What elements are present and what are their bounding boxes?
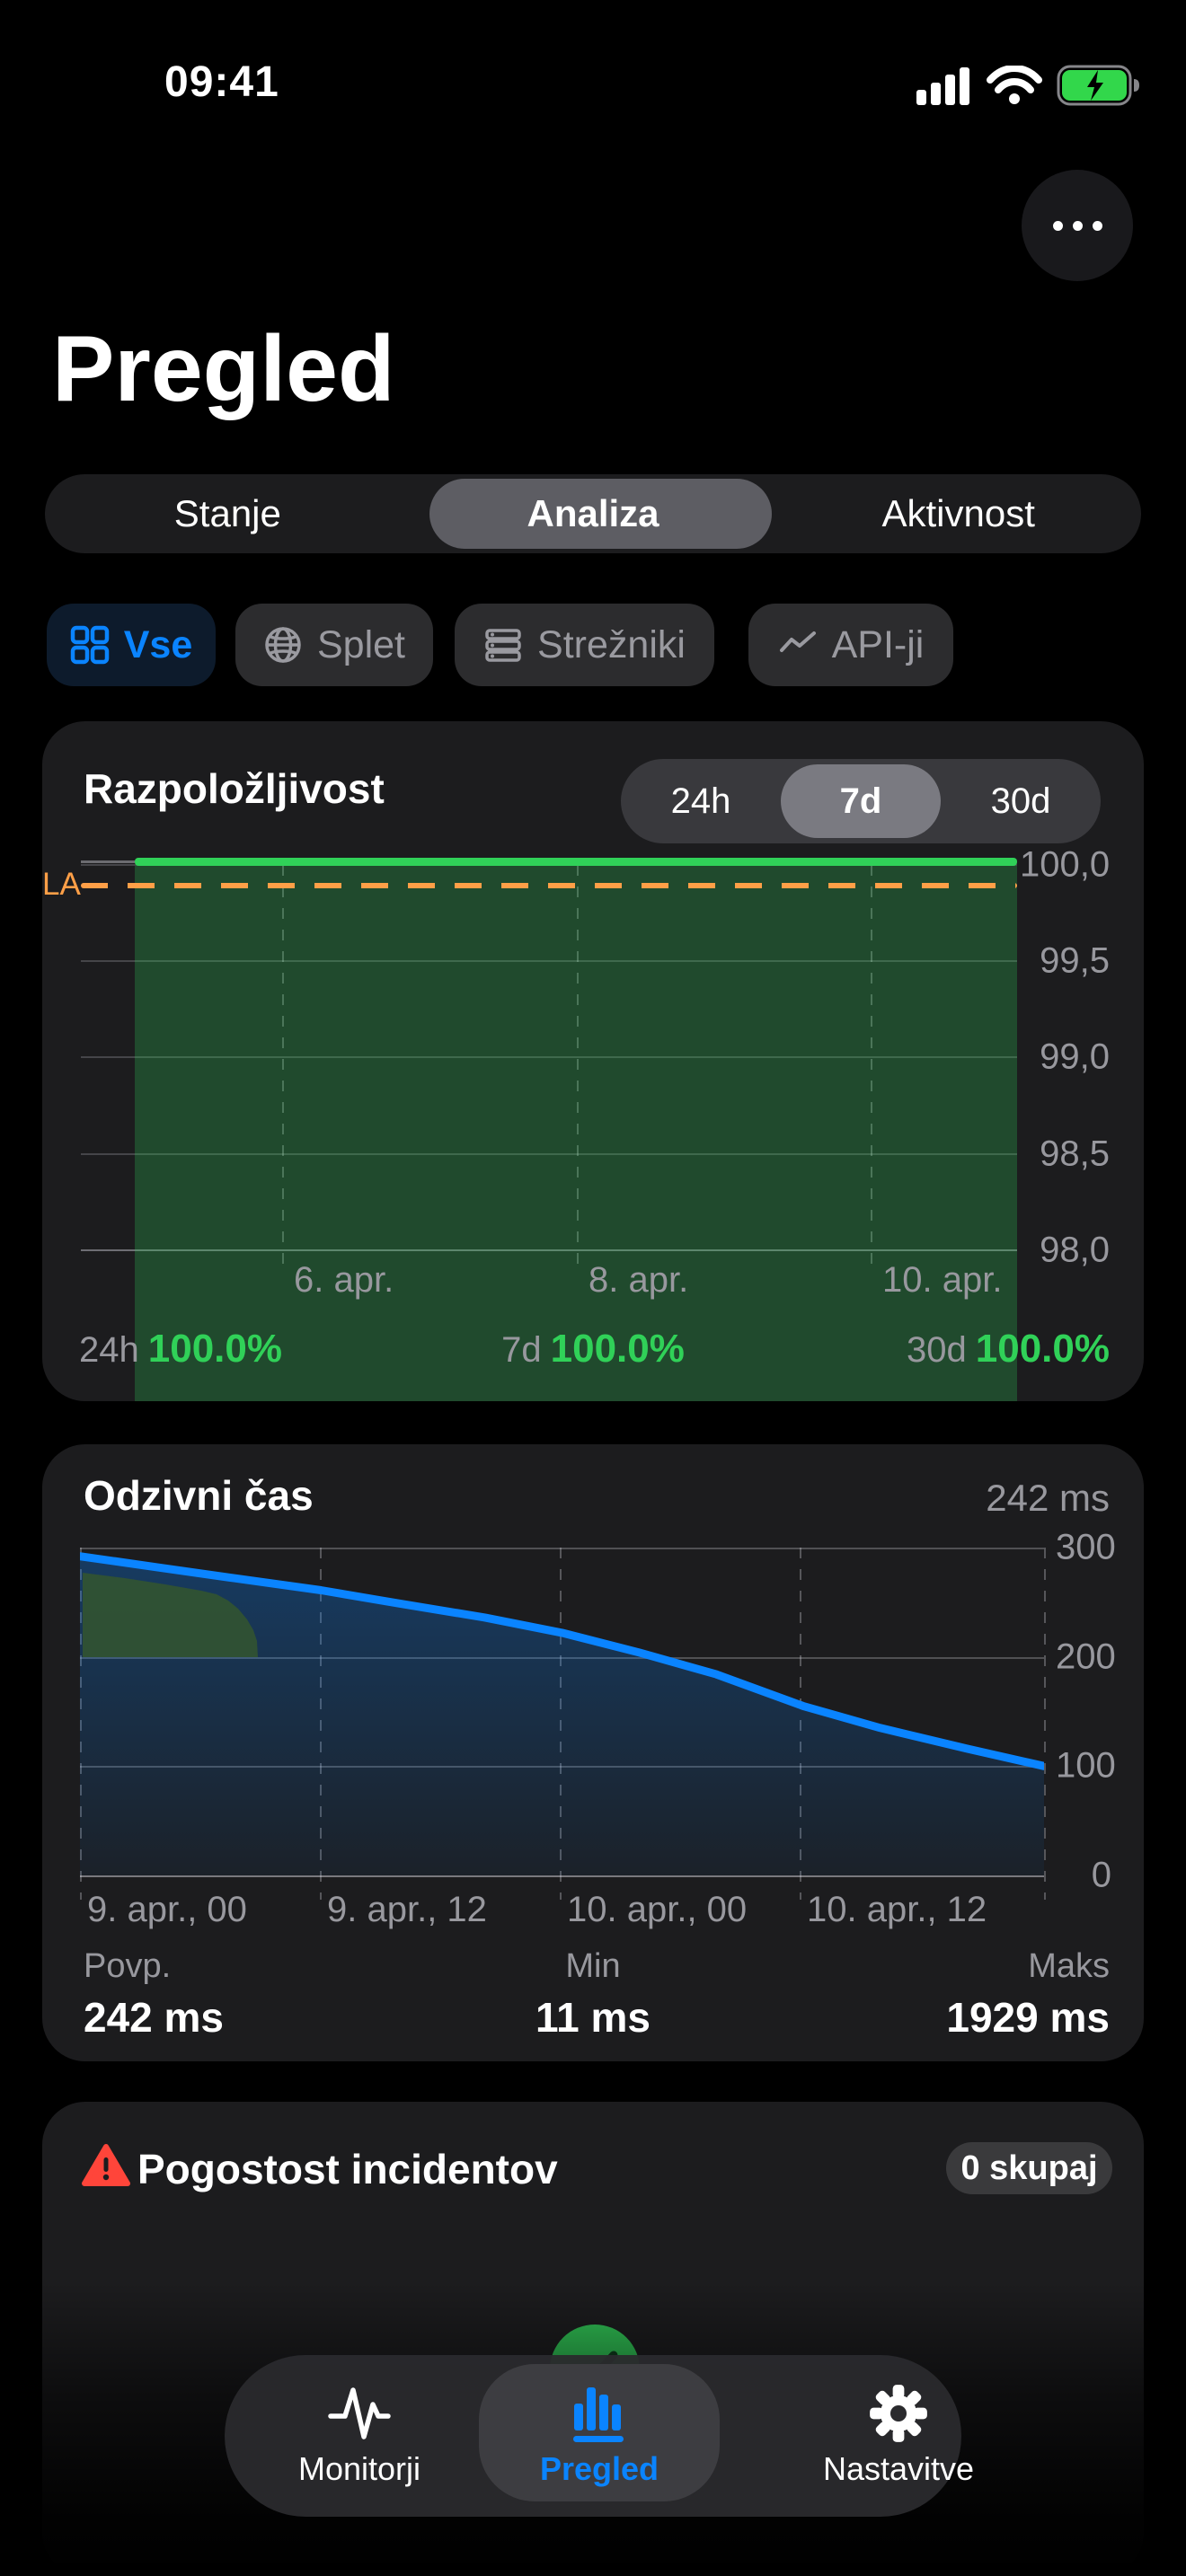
- stat-avg: Povp. 242 ms: [84, 1947, 225, 2041]
- response-area: [80, 1556, 1044, 1875]
- r-y-tick: 100: [1056, 1745, 1116, 1786]
- uptime-line-leading-stub: [81, 860, 135, 863]
- more-button[interactable]: [1022, 170, 1133, 281]
- gridline-99-0: [81, 1056, 1017, 1058]
- tab-analiza[interactable]: Analiza: [527, 492, 659, 534]
- filter-chip-strezniki[interactable]: Strežniki: [455, 604, 714, 686]
- tab-bar: Monitorji Pregled: [225, 2355, 974, 2517]
- status-time: 09:41: [164, 58, 279, 106]
- r-y-tick: 300: [1056, 1527, 1116, 1567]
- gridline-98-5: [81, 1153, 1017, 1155]
- response-green-artifact: [83, 1573, 258, 1657]
- sla-dashed-line: [81, 883, 1017, 888]
- incidents-title: Pogostost incidentov: [137, 2146, 558, 2192]
- incidents-total-badge: 0 skupaj: [946, 2142, 1112, 2194]
- availability-card: Razpoložljivost 24h 7d 30d LA 100,0 99,5…: [42, 721, 1144, 1401]
- rvgrid-5: [1044, 1548, 1046, 1900]
- battery-charging-icon: [1057, 65, 1141, 110]
- availability-title: Razpoložljivost: [84, 765, 385, 812]
- pulse-icon: [261, 2355, 458, 2445]
- tab-label: Monitorji: [297, 2450, 421, 2487]
- tab-stanje[interactable]: Stanje: [173, 492, 281, 534]
- tab-nastavitve[interactable]: Nastavitve: [800, 2355, 997, 2517]
- filter-chip-label: Vse: [123, 622, 193, 666]
- segment-selected-pill: [429, 479, 772, 549]
- vgrid-8apr: [577, 865, 579, 1269]
- server-icon: [483, 625, 523, 665]
- range-24h[interactable]: 24h: [670, 781, 731, 821]
- r-y-tick: 200: [1056, 1636, 1116, 1677]
- zigzag-icon: [778, 625, 818, 665]
- r-y-tick: 0: [1091, 1855, 1111, 1895]
- r-x-tick: 9. apr., 00: [87, 1890, 247, 1929]
- page-title: Pregled: [52, 317, 395, 421]
- x-tick: 8. apr.: [589, 1260, 689, 1300]
- gridline-98-0: [81, 1249, 1017, 1251]
- status-icons: [916, 64, 1141, 110]
- r-x-tick: 9. apr., 12: [327, 1890, 487, 1929]
- sla-label: LA: [42, 867, 81, 902]
- filter-chip-apiji[interactable]: API-ji: [748, 604, 953, 686]
- grid-icon: [70, 625, 110, 665]
- tab-pregled[interactable]: Pregled: [500, 2355, 698, 2517]
- wifi-icon: [987, 64, 1042, 110]
- gear-icon: [800, 2355, 997, 2445]
- filter-chip-vse[interactable]: Vse: [47, 604, 216, 686]
- y-tick: 98,0: [1040, 1230, 1110, 1270]
- uptime-summary-30d: 30d 100.0%: [907, 1327, 1110, 1371]
- filter-chip-label: Strežniki: [537, 622, 686, 666]
- response-time-card: Odzivni čas 242 ms 300 200 100: [42, 1444, 1144, 2061]
- warning-triangle-icon: [82, 2143, 130, 2192]
- filter-chip-label: API-ji: [831, 622, 925, 666]
- y-tick: 100,0: [1020, 844, 1111, 885]
- x-tick: 6. apr.: [294, 1260, 394, 1300]
- gridline-99-5: [81, 960, 1017, 962]
- tab-aktivnost[interactable]: Aktivnost: [881, 492, 1035, 534]
- rgrid-300: [80, 1548, 1044, 1549]
- tab-label: Nastavitve: [822, 2450, 975, 2487]
- x-tick: 10. apr.: [882, 1260, 1003, 1300]
- response-current-value: 242 ms: [986, 1477, 1110, 1519]
- r-x-tick: 10. apr., 12: [807, 1890, 987, 1929]
- ellipsis-icon: [1052, 220, 1063, 231]
- y-tick: 99,5: [1040, 940, 1110, 981]
- view-segmented-control: Stanje Analiza Aktivnost: [45, 474, 1141, 553]
- y-tick: 98,5: [1040, 1134, 1110, 1174]
- response-line: [80, 1552, 1044, 1770]
- response-title: Odzivni čas: [84, 1472, 314, 1519]
- tab-monitorji[interactable]: Monitorji: [261, 2355, 458, 2517]
- vgrid-10apr: [871, 865, 872, 1269]
- response-line-svg: [80, 1552, 1044, 1875]
- filter-chip-label: Splet: [316, 622, 405, 666]
- y-tick: 99,0: [1040, 1037, 1110, 1077]
- bar-chart-icon: [500, 2355, 698, 2445]
- range-selected-pill: [781, 764, 941, 838]
- filter-chip-splet[interactable]: Splet: [235, 604, 433, 686]
- range-selector: 24h 7d 30d: [621, 759, 1101, 843]
- globe-icon: [263, 625, 303, 665]
- rgrid-0-axis: [80, 1875, 1044, 1877]
- tab-selected-bubble: [479, 2364, 720, 2501]
- cellular-signal-icon: [916, 66, 972, 110]
- uptime-area-fill: [135, 866, 1017, 1401]
- range-7d[interactable]: 7d: [839, 781, 882, 821]
- range-30d[interactable]: 30d: [990, 781, 1051, 821]
- vgrid-6apr: [282, 865, 284, 1269]
- stat-max: Maks 1929 ms: [946, 1947, 1110, 2041]
- tab-label: Pregled: [539, 2450, 659, 2487]
- stat-min: Min 11 ms: [535, 1947, 651, 2041]
- uptime-line: [135, 858, 1017, 866]
- r-x-tick: 10. apr., 00: [567, 1890, 748, 1929]
- uptime-summary-7d: 7d 100.0%: [501, 1327, 685, 1371]
- uptime-summary-24h: 24h 100.0%: [79, 1327, 282, 1371]
